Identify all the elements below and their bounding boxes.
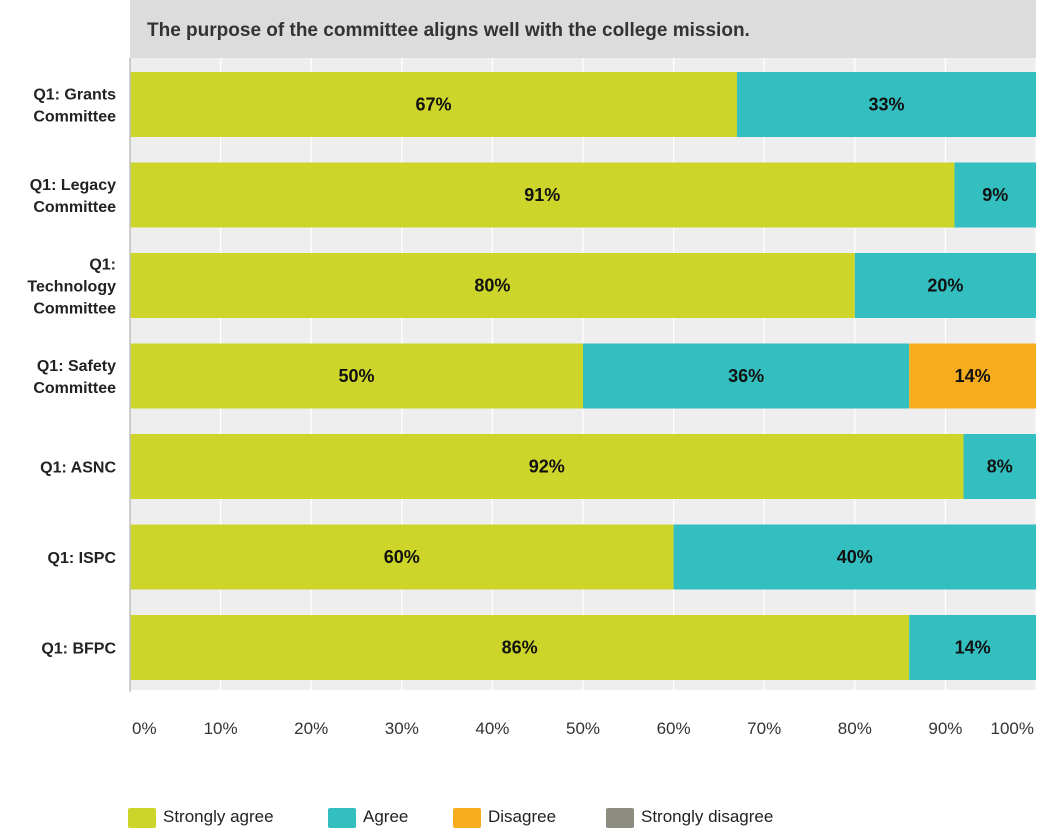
bar-strongly-agree-4 [130, 343, 583, 409]
bar-value-label: 92% [529, 457, 565, 477]
bar-agree-5 [963, 434, 1036, 499]
bar-value-label: 9% [982, 185, 1008, 205]
x-tick-label: 20% [294, 719, 328, 738]
bar-value-label: 91% [524, 185, 560, 205]
category-label: Q1: BFPC [41, 641, 116, 658]
bar-value-label: 80% [474, 276, 510, 296]
bar-strongly-agree-1 [130, 72, 738, 137]
legend-label: Strongly agree [163, 807, 274, 826]
category-label: Q1: Safety Committee [33, 358, 116, 397]
bar-value-label: 86% [502, 638, 538, 658]
bar-value-label: 14% [955, 638, 991, 658]
x-tick-label: 70% [747, 719, 781, 738]
x-tick-label: 60% [657, 719, 691, 738]
category-label: Q1: Legacy Committee [30, 177, 116, 216]
legend: Strongly agree Agree Disagree Strongly disa… [128, 807, 773, 828]
bar-strongly-agree-2 [130, 162, 955, 228]
legend-label: Strongly disagree [641, 807, 773, 826]
legend-swatch [128, 808, 156, 828]
bar-value-label: 36% [728, 366, 764, 386]
bar-value-label: 14% [955, 366, 991, 386]
x-tick-label: 40% [475, 719, 509, 738]
bar-value-label: 60% [384, 547, 420, 567]
category-label: Q1: Technology Committee [27, 257, 116, 318]
legend-swatch [453, 808, 481, 828]
bar-value-label: 67% [415, 95, 451, 115]
x-tick-label: 30% [385, 719, 419, 738]
x-tick-labels: 0% 10% 20% 30% 40% 50% 60% 70% 80% 90% 100% [132, 719, 1034, 738]
x-tick-label: 0% [132, 719, 157, 738]
bar-agree-4 [583, 343, 910, 409]
legend-swatch [606, 808, 634, 828]
bar-strongly-agree-5 [130, 434, 964, 499]
category-labels: Q1: Grants Committee Q1: Legacy Committee Q1… [27, 87, 116, 658]
x-tick-label: 100% [991, 719, 1034, 738]
bars: 67% 33% 91% 9% 80% 20% 50% 36% 14% 92% 8% 60% 40% 86%… [130, 72, 1036, 680]
bar-agree-6 [673, 524, 1036, 590]
category-label: Q1: Grants Committee [33, 87, 116, 126]
legend-label: Agree [363, 807, 408, 826]
bar-value-label: 8% [987, 457, 1013, 477]
bar-strongly-agree-6 [130, 524, 674, 590]
bar-strongly-agree-7 [130, 615, 910, 680]
chart-title-banner [130, 0, 1036, 58]
bar-agree-7 [909, 615, 1036, 680]
bar-value-label: 40% [837, 547, 873, 567]
bar-value-label: 20% [927, 276, 963, 296]
chart-title: The purpose of the committee aligns well… [147, 20, 750, 41]
category-label: Q1: ISPC [48, 550, 117, 567]
category-label: Q1: ASNC [40, 460, 116, 477]
bar-value-label: 33% [868, 95, 904, 115]
bar-agree-3 [854, 253, 1036, 318]
x-tick-label: 80% [838, 719, 872, 738]
legend-item-strongly-disagree: Strongly disagree [606, 807, 773, 828]
legend-item-strongly-agree: Strongly agree [128, 807, 274, 828]
bar-strongly-agree-3 [130, 253, 855, 318]
x-tick-label: 50% [566, 719, 600, 738]
bar-agree-2 [954, 162, 1036, 228]
legend-swatch [328, 808, 356, 828]
bar-agree-1 [737, 72, 1036, 137]
legend-item-agree: Agree [328, 807, 408, 828]
legend-item-disagree: Disagree [453, 807, 556, 828]
bar-disagree-4 [909, 343, 1036, 409]
bar-value-label: 50% [338, 366, 374, 386]
x-tick-label: 90% [928, 719, 962, 738]
x-tick-label: 10% [204, 719, 238, 738]
legend-label: Disagree [488, 807, 556, 826]
